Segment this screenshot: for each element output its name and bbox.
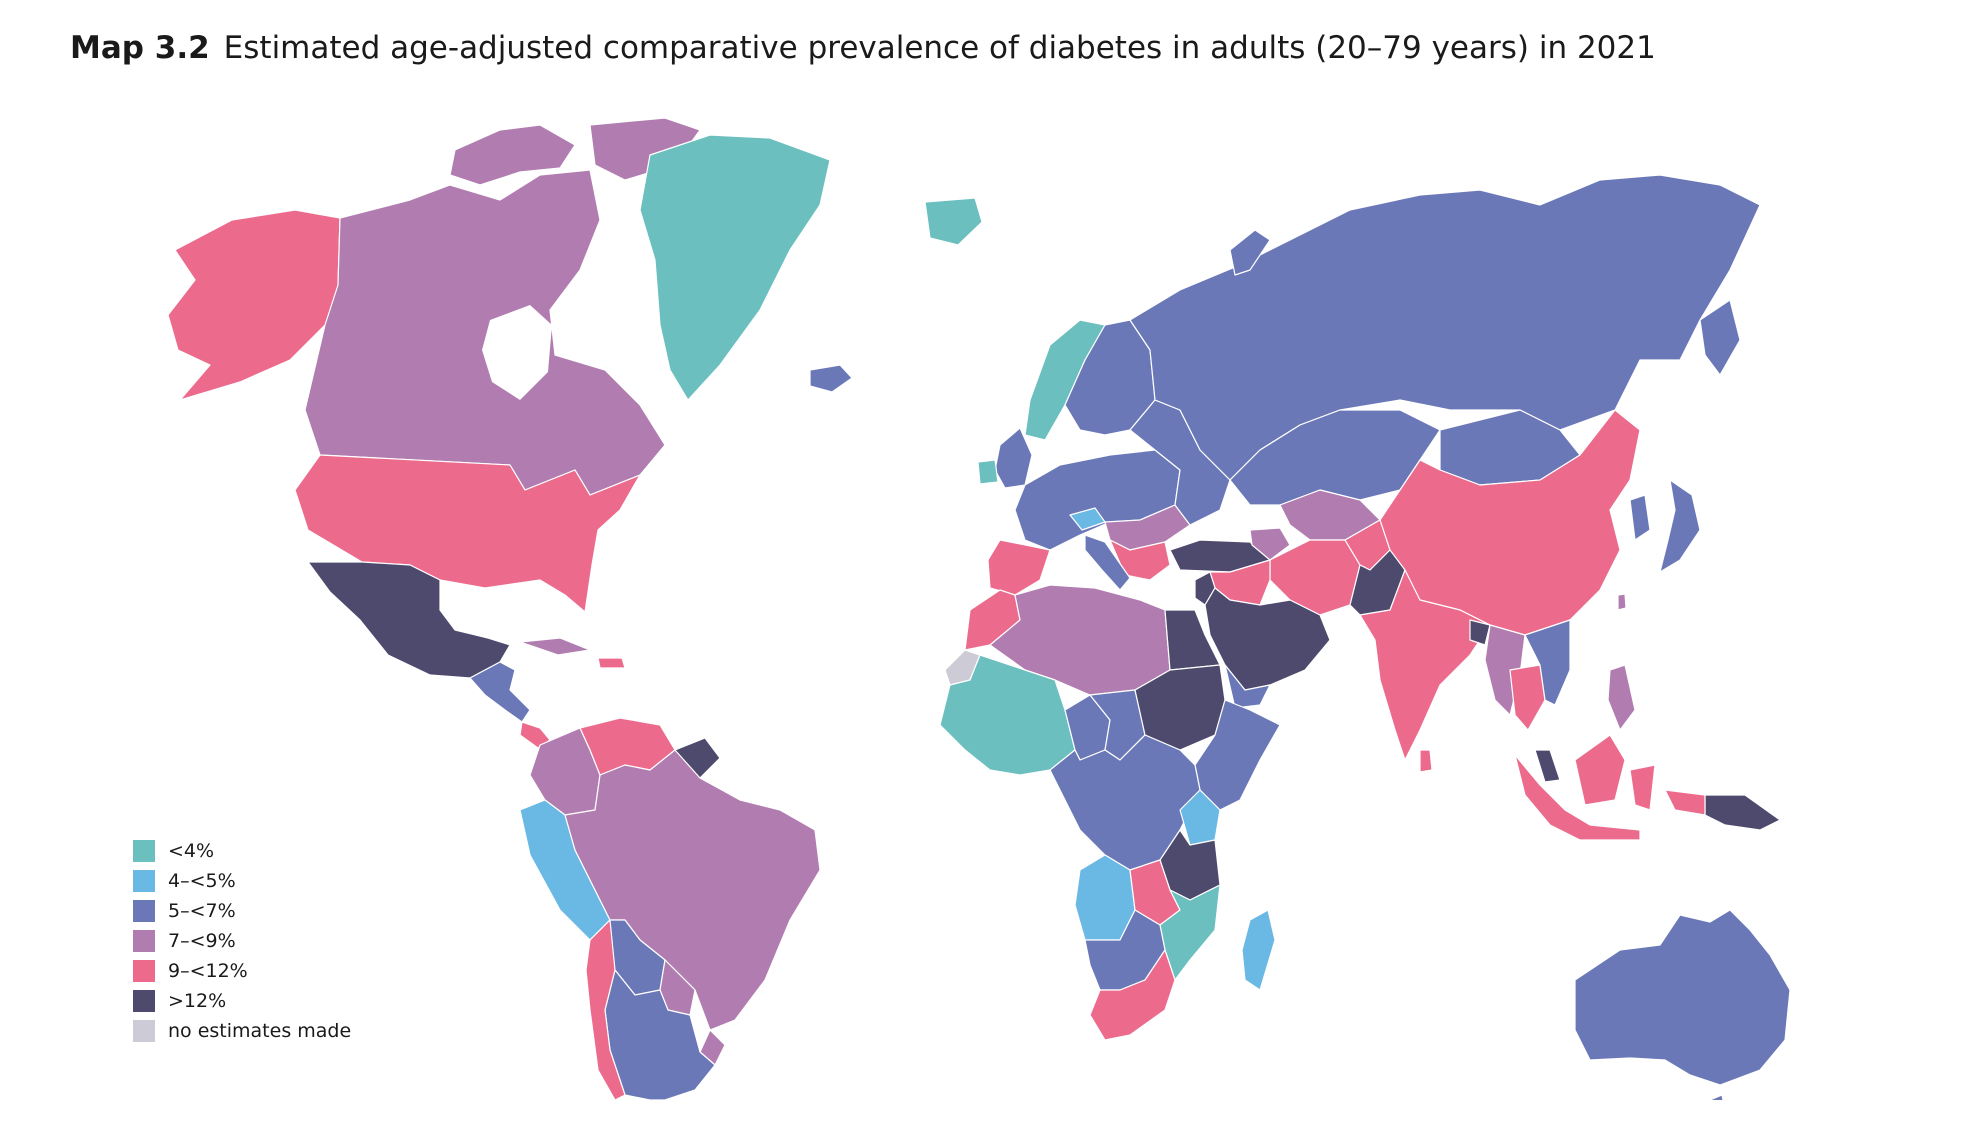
legend-item: <4% — [133, 836, 351, 866]
legend-item: >12% — [133, 986, 351, 1016]
region-korea — [1629, 494, 1651, 541]
legend-label: no estimates made — [168, 1020, 352, 1042]
region-caucasus — [1249, 527, 1291, 561]
region-sumatra-java — [1514, 754, 1641, 841]
world-map — [167, 117, 1791, 1100]
region-egypt — [1164, 609, 1221, 671]
legend-label: 4–<5% — [168, 870, 236, 892]
region-madagascar — [1241, 909, 1276, 991]
legend-label: <4% — [168, 840, 215, 862]
legend-swatch — [133, 930, 155, 952]
legend-label: 9–<12% — [168, 960, 248, 982]
region-taiwan — [1617, 593, 1627, 611]
legend-swatch — [133, 870, 155, 892]
map-title: Map 3.2 Estimated age-adjusted comparativ… — [70, 30, 1656, 66]
region-russia — [1129, 174, 1761, 481]
region-japan — [1659, 479, 1701, 573]
region-chile — [585, 919, 626, 1100]
region-malaysia — [1534, 749, 1561, 783]
legend-item: 9–<12% — [133, 956, 351, 986]
region-italy — [1084, 534, 1131, 591]
region-tasmania — [1709, 1094, 1724, 1100]
legend-item: 7–<9% — [133, 926, 351, 956]
legend-label: 5–<7% — [168, 900, 236, 922]
region-canada-arctic — [449, 124, 576, 186]
region-philippines — [1607, 664, 1636, 731]
region-south-africa — [1089, 949, 1176, 1041]
legend-item: 4–<5% — [133, 866, 351, 896]
region-mexico — [307, 561, 511, 679]
hudson-bay — [482, 305, 552, 400]
region-canada — [304, 169, 666, 496]
region-novaya-zemlya — [1229, 229, 1271, 276]
region-australia — [1574, 909, 1791, 1086]
region-ireland — [977, 459, 999, 485]
region-uk — [994, 427, 1033, 489]
region-sulawesi — [1629, 764, 1656, 811]
legend-swatch — [133, 1020, 155, 1042]
region-hispaniola — [597, 657, 626, 669]
region-brazil — [564, 749, 821, 1031]
region-thailand — [1509, 664, 1546, 731]
region-iceland — [809, 364, 853, 393]
region-east-africa-kenya — [1179, 789, 1221, 846]
region-india — [1359, 569, 1491, 761]
legend-label: >12% — [168, 990, 227, 1012]
region-greenland — [639, 134, 831, 401]
legend-swatch — [133, 900, 155, 922]
region-bangladesh — [1469, 619, 1491, 646]
region-svalbard — [924, 197, 983, 246]
map-title-text: Estimated age-adjusted comparative preva… — [223, 30, 1656, 66]
region-iberia — [987, 539, 1051, 596]
legend-swatch — [133, 960, 155, 982]
region-png — [1704, 794, 1781, 831]
region-kamchatka — [1699, 299, 1741, 376]
region-borneo — [1574, 734, 1626, 806]
region-central-america — [469, 661, 531, 723]
region-indochina — [1524, 619, 1571, 706]
region-cuba — [519, 637, 591, 656]
legend-label: 7–<9% — [168, 930, 236, 952]
legend-item: no estimates made — [133, 1016, 351, 1046]
region-sri-lanka — [1419, 749, 1433, 773]
legend-item: 5–<7% — [133, 896, 351, 926]
map-legend: <4% 4–<5% 5–<7% 7–<9% 9–<12% >12% no est… — [133, 836, 351, 1046]
map-number-label: Map 3.2 — [70, 30, 210, 66]
region-mozambique — [1159, 884, 1221, 981]
region-west-papua — [1664, 789, 1706, 816]
legend-swatch — [133, 990, 155, 1012]
region-yemen — [1224, 664, 1271, 709]
region-central-africa — [1049, 734, 1201, 871]
legend-swatch — [133, 840, 155, 862]
